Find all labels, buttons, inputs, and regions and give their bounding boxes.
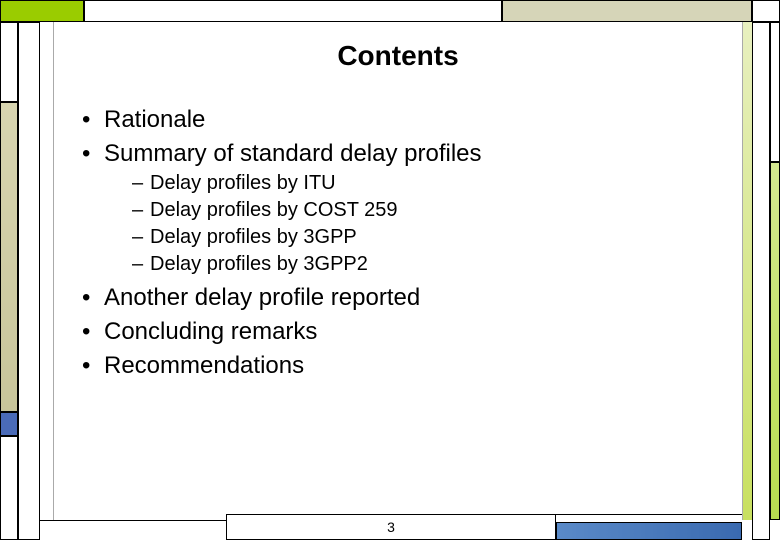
deco-top-beige	[502, 0, 752, 22]
deco-left-inner	[18, 22, 40, 540]
list-item: Concluding remarks	[82, 318, 742, 346]
deco-right-box	[770, 22, 780, 162]
sub-bullet-list: Delay profiles by ITU Delay profiles by …	[104, 172, 742, 276]
sub-list-item: Delay profiles by 3GPP2	[132, 253, 742, 276]
item-text: Recommendations	[104, 352, 304, 379]
deco-right-green2	[742, 22, 752, 520]
item-text: Summary of standard delay profiles	[104, 140, 482, 167]
deco-bottom-blue	[556, 522, 742, 540]
deco-right-inner	[752, 22, 770, 540]
deco-top-box	[84, 0, 502, 22]
deco-left-blue	[0, 412, 18, 436]
deco-left-box	[0, 22, 18, 102]
sub-list-item: Delay profiles by 3GPP	[132, 226, 742, 249]
page-number-box: 3	[226, 514, 556, 540]
deco-bottom-left	[40, 520, 226, 540]
item-text: Rationale	[104, 106, 205, 133]
deco-left-beige	[0, 102, 18, 412]
page-number: 3	[387, 519, 395, 535]
slide-title: Contents	[54, 40, 742, 72]
sub-list-item: Delay profiles by ITU	[132, 172, 742, 195]
bullet-list: Rationale Summary of standard delay prof…	[54, 106, 742, 380]
list-item: Recommendations	[82, 352, 742, 380]
deco-left-box2	[0, 436, 18, 540]
list-item: Summary of standard delay profiles Delay…	[82, 140, 742, 276]
list-item: Rationale	[82, 106, 742, 134]
deco-left-inner2	[40, 22, 54, 540]
list-item: Another delay profile reported	[82, 284, 742, 312]
sub-list-item: Delay profiles by COST 259	[132, 199, 742, 222]
deco-right-green	[770, 162, 780, 520]
deco-top-end	[752, 0, 780, 22]
slide-body: Contents Rationale Summary of standard d…	[54, 22, 742, 520]
deco-bottom-gap	[556, 514, 742, 522]
deco-top-green	[0, 0, 84, 22]
item-text: Concluding remarks	[104, 318, 317, 345]
item-text: Another delay profile reported	[104, 284, 420, 311]
